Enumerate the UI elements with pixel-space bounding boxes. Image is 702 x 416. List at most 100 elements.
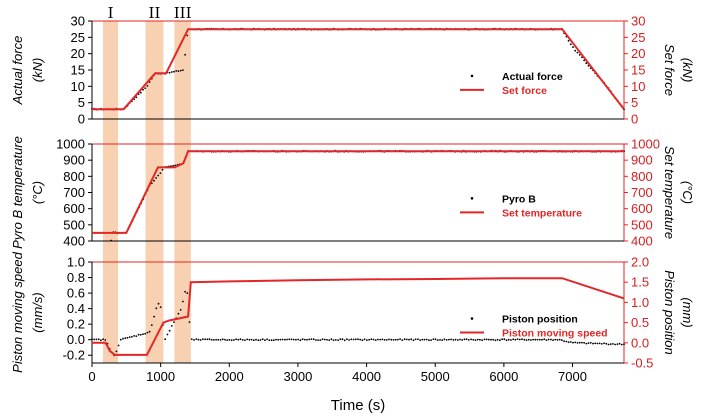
data-point [172,164,175,167]
left-tick-label: 600 [63,201,85,216]
legend-marker-points [470,317,474,320]
data-point [589,341,592,344]
data-point [139,91,142,94]
data-point [585,342,588,345]
data-point [303,338,306,341]
data-point [521,338,523,341]
data-point [206,338,209,341]
data-point [618,342,621,345]
data-point [359,338,362,341]
left-tick-label: 1000 [56,137,85,152]
data-point [233,339,235,341]
data-point [598,342,601,345]
data-point [323,338,326,341]
x-tick-label: 2000 [215,369,244,384]
data-point [142,88,144,91]
data-point [193,339,195,341]
left-axis-unit: (mm/s) [30,292,45,332]
right-axis-unit: (kN) [680,58,695,83]
data-point [443,338,446,341]
data-point [381,338,384,341]
data-point [292,338,295,341]
data-point [159,172,162,175]
data-point [255,338,257,341]
data-point [290,338,293,341]
data-point [459,338,461,341]
data-point [184,290,187,293]
data-point [388,338,390,341]
data-point [341,338,344,341]
stage-bands [102,21,191,363]
data-point [414,338,417,341]
left-tick-label: 900 [63,153,85,168]
x-tick-label: 1000 [146,369,175,384]
data-point [445,339,448,341]
data-point [157,174,160,177]
data-point [148,330,151,333]
data-point [361,339,364,342]
left-axis-unit: (kN) [30,58,45,83]
data-point [434,338,437,341]
data-point [133,335,136,337]
right-tick-label: 0.0 [631,335,649,350]
right-tick-label: 0 [631,112,638,127]
data-point [370,338,373,341]
data-point [150,324,153,326]
data-point [186,34,189,37]
data-point [170,71,173,73]
data-point [569,341,572,343]
data-point [155,307,158,310]
x-tick-label: 6000 [489,369,518,384]
data-point [161,168,164,171]
data-point [182,300,184,303]
data-point [281,338,284,341]
data-point [479,338,481,341]
data-point [310,338,313,340]
data-point [215,338,218,341]
data-point [505,339,508,342]
left-axis-label: Actual force [10,36,25,106]
data-point [119,338,122,341]
data-point [516,338,519,340]
data-point [157,302,160,305]
data-point [565,340,568,343]
data-point [552,339,554,342]
data-point [261,338,264,341]
x-axis-label: Time (s) [331,397,385,414]
data-point [487,338,490,341]
data-point [430,339,432,341]
data-point [563,340,565,343]
right-tick-label: 1000 [631,137,660,152]
data-point [609,343,612,345]
data-point [408,338,410,341]
data-point [492,338,495,341]
data-point [179,69,182,72]
data-point [412,339,415,342]
left-tick-label: 0.6 [67,286,85,301]
data-point [328,339,331,341]
data-point [168,329,171,332]
data-point [572,46,574,48]
data-point [326,338,328,341]
right-tick-label: 10 [631,79,645,94]
data-point [226,339,229,341]
left-axis-label: Pyro B temperature [10,136,25,249]
data-point [279,338,282,341]
data-point [501,338,503,341]
left-tick-label: 30 [71,14,85,29]
data-point [523,338,526,341]
data-point [284,338,286,341]
right-tick-label: 700 [631,185,653,200]
stage-label-2: II [149,4,161,22]
left-tick-label: 400 [63,234,85,249]
data-point [397,338,399,341]
data-point [182,69,184,71]
data-point [596,342,599,345]
legend-label-1: Pyro B [502,193,536,205]
stage-label-1: I [108,4,114,22]
data-point [463,338,466,341]
data-point [377,338,379,341]
data-point [603,342,605,345]
data-point [201,338,204,341]
data-point [607,343,610,346]
